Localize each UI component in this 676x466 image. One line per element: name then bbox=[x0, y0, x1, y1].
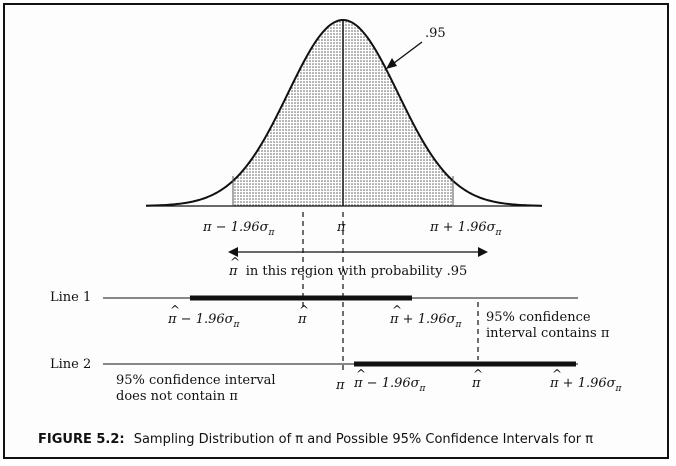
line1-note-2: interval contains π bbox=[486, 326, 610, 341]
normal-curve bbox=[145, 19, 543, 207]
region-arrow-right-head bbox=[478, 247, 488, 257]
axis-label-center: π bbox=[336, 220, 346, 235]
line1-center-label: π ^ bbox=[297, 303, 309, 327]
line2-lower-label: π − 1.96σπ ^ bbox=[353, 367, 427, 394]
axis-label-lower: π − 1.96σπ bbox=[202, 220, 276, 238]
line2-pi-label: π bbox=[335, 378, 345, 393]
svg-text:^: ^ bbox=[552, 367, 562, 381]
line1-upper-label: π + 1.96σπ ^ bbox=[389, 303, 463, 330]
svg-text:FIGURE 5.2: Sampling Dis: FIGURE 5.2: Sampling Distribution of π a… bbox=[38, 428, 593, 447]
svg-text:^: ^ bbox=[473, 367, 483, 381]
svg-text:π: π bbox=[471, 376, 481, 391]
region-arrow-left-head bbox=[228, 247, 238, 257]
annotation-arrowhead bbox=[386, 58, 397, 69]
figure-caption: FIGURE 5.2: Sampling Distribution of π a… bbox=[38, 428, 593, 447]
line1-label: Line 1 bbox=[50, 290, 91, 305]
svg-text:π − 1.96σπ: π − 1.96σπ bbox=[353, 376, 427, 394]
svg-text:^: ^ bbox=[356, 367, 366, 381]
line1-note-1: 95% confidence bbox=[486, 310, 591, 325]
svg-text:π + 1.96σπ: π + 1.96σπ bbox=[389, 312, 463, 330]
line2-note-2: does not contain π bbox=[116, 389, 238, 404]
line2-label: Line 2 bbox=[50, 357, 91, 372]
svg-text:^: ^ bbox=[392, 303, 402, 317]
svg-text:^: ^ bbox=[170, 303, 180, 317]
annotation-arrow bbox=[389, 41, 423, 67]
axis-label-upper: π + 1.96σπ bbox=[429, 220, 503, 238]
curve-probability-label: .95 bbox=[425, 26, 446, 41]
svg-text:π − 1.96σπ: π − 1.96σπ bbox=[167, 312, 241, 330]
svg-text:^: ^ bbox=[299, 303, 309, 317]
svg-text:π in this region with pr: π in this region with probability .95 bbox=[228, 264, 467, 279]
line2-note-1: 95% confidence interval bbox=[116, 373, 276, 388]
svg-text:π + 1.96σπ: π + 1.96σπ bbox=[429, 220, 503, 238]
svg-text:^: ^ bbox=[230, 255, 240, 269]
region-label: π in this region with probability .95 ^ bbox=[228, 255, 467, 279]
svg-text:π: π bbox=[297, 312, 307, 327]
svg-text:π − 1.96σπ: π − 1.96σπ bbox=[202, 220, 276, 238]
line2-center-label: π ^ bbox=[471, 367, 483, 391]
line1-lower-label: π − 1.96σπ ^ bbox=[167, 303, 241, 330]
svg-text:π + 1.96σπ: π + 1.96σπ bbox=[549, 376, 623, 394]
line2-upper-label: π + 1.96σπ ^ bbox=[549, 367, 623, 394]
